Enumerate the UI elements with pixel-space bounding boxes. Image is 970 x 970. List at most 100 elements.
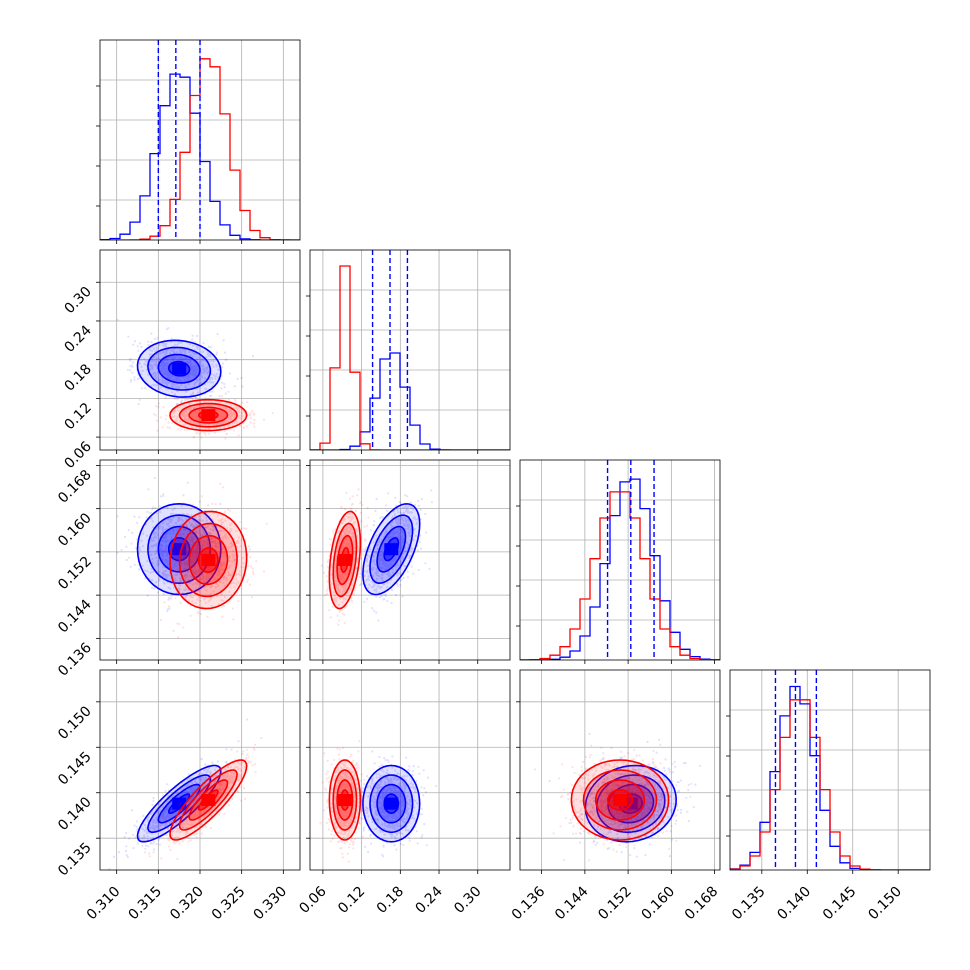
panel-3-3: 0.135 0.140 0.145 0.150: [726, 669, 931, 924]
x-tick-label: 0.140: [774, 884, 814, 924]
contour-line: [376, 525, 407, 573]
contour-line: [332, 522, 358, 598]
x-tick-label: 0.315: [125, 884, 165, 924]
y-tick-label: 0.30: [61, 284, 94, 317]
density-peak: [201, 409, 216, 422]
contour-line: [362, 764, 421, 843]
x-tick-label: 0.330: [250, 884, 290, 924]
panel-3-2: 0.136 0.144 0.152 0.160 0.168: [509, 669, 722, 924]
x-tick-label: 0.12: [335, 884, 368, 917]
y-tick-label: 0.135: [55, 840, 95, 880]
panel-frame: [99, 459, 301, 661]
x-tick-label: 0.145: [820, 884, 860, 924]
contour-line: [178, 769, 238, 831]
y-tick-label: 0.152: [55, 553, 95, 593]
histogram-series: [100, 58, 300, 240]
contour-line: [594, 779, 646, 821]
contour-line: [147, 346, 212, 391]
scatter-points: [350, 750, 438, 858]
contour-line: [169, 398, 248, 432]
y-tick-label: 0.168: [55, 467, 95, 507]
contour-line: [570, 759, 670, 841]
panel-frame: [309, 459, 511, 661]
histogram-series: [520, 478, 720, 660]
density-peak: [201, 554, 216, 566]
histogram-series: [520, 491, 720, 660]
x-tick-label: 0.135: [729, 884, 769, 924]
x-tick-label: 0.160: [639, 884, 679, 924]
contour-line: [582, 769, 658, 831]
contour-line: [147, 514, 212, 585]
density-peak: [384, 797, 399, 810]
contour-line: [168, 360, 191, 377]
contour-line: [369, 514, 414, 585]
contour-line: [376, 783, 407, 824]
x-tick-label: 0.168: [682, 884, 722, 924]
y-tick-label: 0.140: [55, 794, 95, 834]
contour-line: [169, 510, 248, 610]
panel-frame: [99, 669, 301, 871]
panel-1-0: 0.06 0.12 0.18 0.24 0.30: [61, 249, 301, 472]
panel-frame: [519, 459, 721, 661]
x-tick-label: 0.320: [167, 884, 207, 924]
contour-line: [336, 534, 354, 586]
contour-line: [198, 546, 219, 574]
histogram-series: [310, 352, 510, 450]
x-tick-label: 0.30: [451, 884, 484, 917]
density-peak: [172, 362, 187, 375]
y-tick-label: 0.24: [61, 322, 94, 355]
panel-2-1: [306, 459, 511, 664]
x-tick-label: 0.152: [595, 884, 635, 924]
contour-line: [607, 783, 655, 824]
density-peak: [613, 794, 627, 806]
contour-line: [178, 522, 238, 598]
contour-line: [169, 759, 248, 841]
density-peak: [384, 543, 399, 556]
contour-line: [332, 769, 358, 831]
contour-line: [362, 503, 421, 596]
y-tick-label: 0.136: [55, 640, 95, 680]
y-tick-label: 0.12: [61, 400, 94, 433]
contour-line: [383, 793, 400, 815]
y-tick-label: 0.145: [55, 749, 95, 789]
histogram-series: [730, 685, 930, 870]
density-peak: [201, 794, 216, 806]
panel-frame: [729, 669, 931, 871]
x-tick-label: 0.24: [413, 883, 446, 916]
panel-3-0: 0.310 0.315 0.320 0.325 0.330 0.135 0.140 0.145…: [55, 669, 301, 924]
density-peak: [337, 794, 352, 806]
panel-frame: [99, 249, 301, 451]
contour-line: [178, 402, 238, 428]
y-tick-label: 0.150: [55, 703, 95, 743]
contour-line: [136, 339, 222, 398]
panel-3-1: 0.06 0.12 0.18 0.24 0.30: [296, 669, 511, 917]
y-tick-label: 0.160: [55, 510, 95, 550]
contour-line: [328, 510, 362, 610]
contour-line: [188, 534, 229, 586]
x-tick-label: 0.325: [209, 884, 249, 924]
panel-frame: [309, 249, 511, 451]
contour-line: [188, 406, 229, 424]
panel-1-1: [306, 249, 511, 454]
x-tick-label: 0.144: [552, 883, 592, 923]
y-tick-label: 0.06: [61, 439, 94, 472]
contour-line: [328, 759, 362, 841]
contour-line: [188, 779, 229, 821]
contour-line: [606, 789, 634, 811]
panel-0-0: [96, 39, 301, 244]
contour-line: [369, 774, 414, 834]
x-tick-label: 0.06: [296, 883, 329, 916]
panel-frame: [309, 669, 511, 871]
panel-frame: [519, 669, 721, 871]
x-tick-label: 0.310: [84, 884, 124, 924]
density-peak: [337, 554, 352, 566]
y-tick-label: 0.144: [55, 597, 95, 637]
x-tick-label: 0.18: [374, 884, 407, 917]
panel-frame: [99, 39, 301, 241]
contour-line: [157, 525, 201, 573]
x-tick-label: 0.136: [509, 883, 549, 923]
y-tick-label: 0.18: [61, 361, 94, 394]
contour-line: [157, 353, 201, 384]
